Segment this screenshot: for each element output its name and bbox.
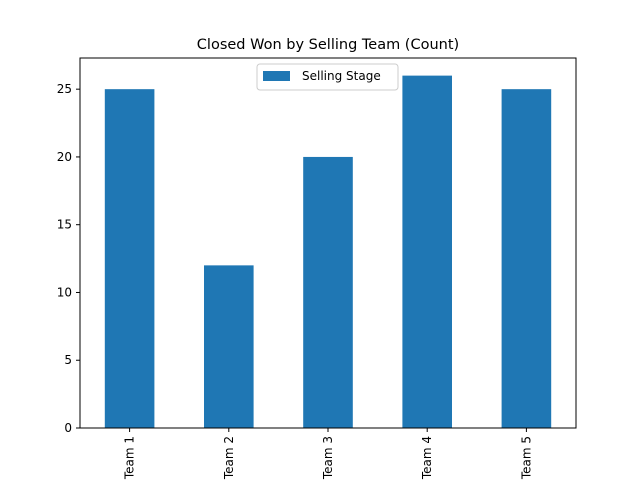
legend-label: Selling Stage [302, 69, 381, 83]
x-tick-label: Team 2 [222, 436, 236, 480]
legend-box [256, 63, 399, 91]
bars-group [104, 75, 552, 429]
x-tick-label: Team 4 [420, 436, 434, 480]
y-tick-label: 25 [57, 82, 72, 96]
bar-5 [501, 89, 552, 429]
y-tick-label: 5 [64, 353, 72, 367]
legend: Selling Stage [256, 63, 399, 91]
y-tick-label: 15 [57, 218, 72, 232]
y-tick-label: 0 [64, 421, 72, 435]
y-axis: 0 5 10 15 20 25 [57, 82, 80, 435]
bar-4 [402, 75, 452, 428]
plot-frame [79, 57, 577, 429]
bar-3 [303, 156, 353, 428]
x-tick-label: Team 3 [321, 436, 335, 480]
bar-1 [104, 89, 155, 429]
legend-swatch [263, 71, 290, 81]
chart-title: Closed Won by Selling Team (Count) [197, 37, 459, 53]
y-tick-label: 10 [57, 285, 72, 299]
x-axis: Team 1 Team 2 Team 3 Team 4 Team 5 [123, 428, 533, 480]
x-tick-label: Team 5 [519, 436, 533, 480]
bar-2 [204, 265, 254, 428]
x-tick-label: Team 1 [123, 436, 137, 480]
y-tick-label: 20 [57, 150, 72, 164]
